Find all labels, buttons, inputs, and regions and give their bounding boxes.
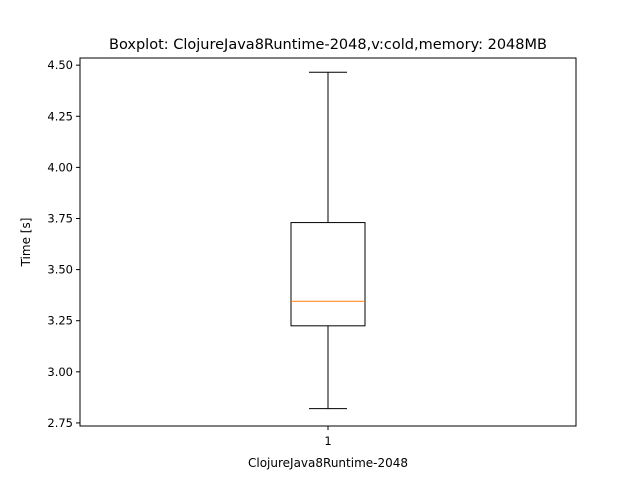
y-axis-label: Time [s]: [19, 218, 33, 268]
y-tick-label: 2.75: [47, 416, 73, 430]
y-tick-label: 3.00: [47, 365, 73, 379]
y-tick-label: 4.50: [47, 58, 73, 72]
y-tick-label: 3.25: [47, 314, 73, 328]
y-tick-label: 4.25: [47, 109, 73, 123]
box-series: [290, 71, 366, 410]
x-axis-label: ClojureJava8Runtime-2048: [248, 456, 408, 470]
iqr-box: [290, 222, 366, 327]
x-tick-label: 1: [324, 434, 331, 448]
x-axis: 1: [324, 426, 332, 448]
y-tick-label: 3.75: [47, 211, 73, 225]
y-axis: 2.75 3.00 3.25 3.50 3.75 4.00 4.25 4.50: [47, 58, 80, 430]
y-tick-label: 3.50: [47, 263, 73, 277]
chart-title: Boxplot: ClojureJava8Runtime-2048,v:cold…: [109, 37, 547, 53]
y-tick-label: 4.00: [47, 160, 73, 174]
